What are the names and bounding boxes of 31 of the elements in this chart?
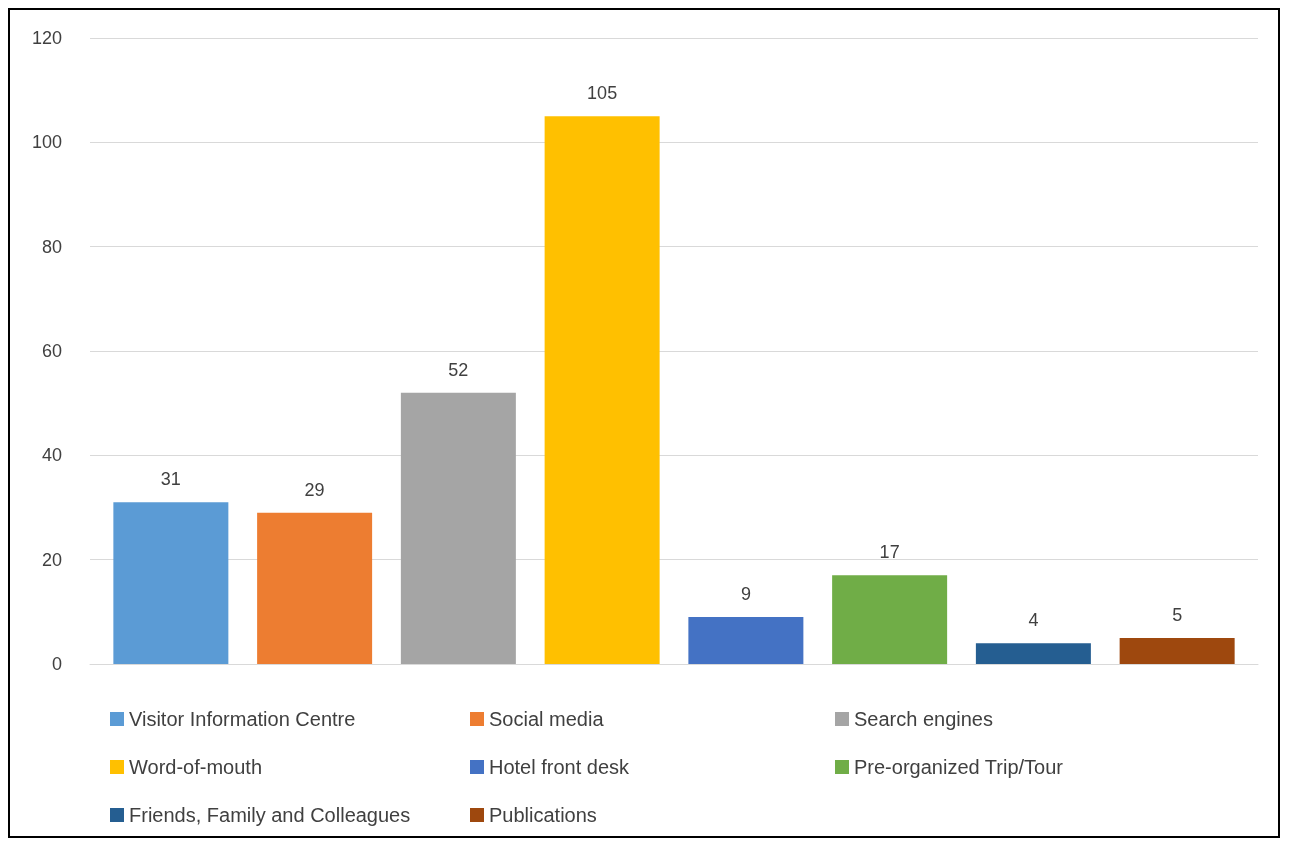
legend-label: Hotel front desk bbox=[489, 756, 631, 778]
y-tick-label: 60 bbox=[41, 341, 62, 361]
legend-label: Pre-organized Trip/Tour bbox=[854, 756, 1064, 778]
y-tick-label: 20 bbox=[41, 549, 62, 570]
data-label: 52 bbox=[448, 359, 469, 380]
bar bbox=[1119, 637, 1235, 664]
bar bbox=[400, 392, 516, 664]
bar bbox=[113, 502, 229, 664]
y-tick-label: 40 bbox=[41, 445, 62, 466]
bar bbox=[688, 617, 804, 664]
legend-label: Visitor Information Centre bbox=[129, 708, 356, 730]
legend-label: Friends, Family and Colleagues bbox=[129, 804, 411, 826]
legend-label: Social media bbox=[489, 708, 605, 730]
y-tick-label: 0 bbox=[51, 654, 62, 674]
legend-label: Search engines bbox=[854, 708, 993, 730]
data-label: 105 bbox=[587, 83, 618, 104]
data-label: 4 bbox=[1028, 610, 1039, 631]
y-tick-label: 80 bbox=[41, 236, 62, 257]
legend-label: Publications bbox=[489, 804, 597, 826]
data-label: 5 bbox=[1172, 604, 1183, 625]
bar bbox=[832, 575, 948, 664]
legend-label: Word-of-mouth bbox=[129, 756, 263, 778]
data-label: 9 bbox=[740, 584, 751, 605]
data-label: 29 bbox=[304, 479, 325, 500]
bar bbox=[544, 116, 660, 664]
y-tick-label: 120 bbox=[31, 28, 62, 48]
bar bbox=[257, 512, 373, 664]
bar bbox=[975, 643, 1091, 664]
data-label: 17 bbox=[879, 542, 900, 563]
data-label: 31 bbox=[160, 469, 181, 490]
y-tick-label: 100 bbox=[31, 132, 62, 153]
